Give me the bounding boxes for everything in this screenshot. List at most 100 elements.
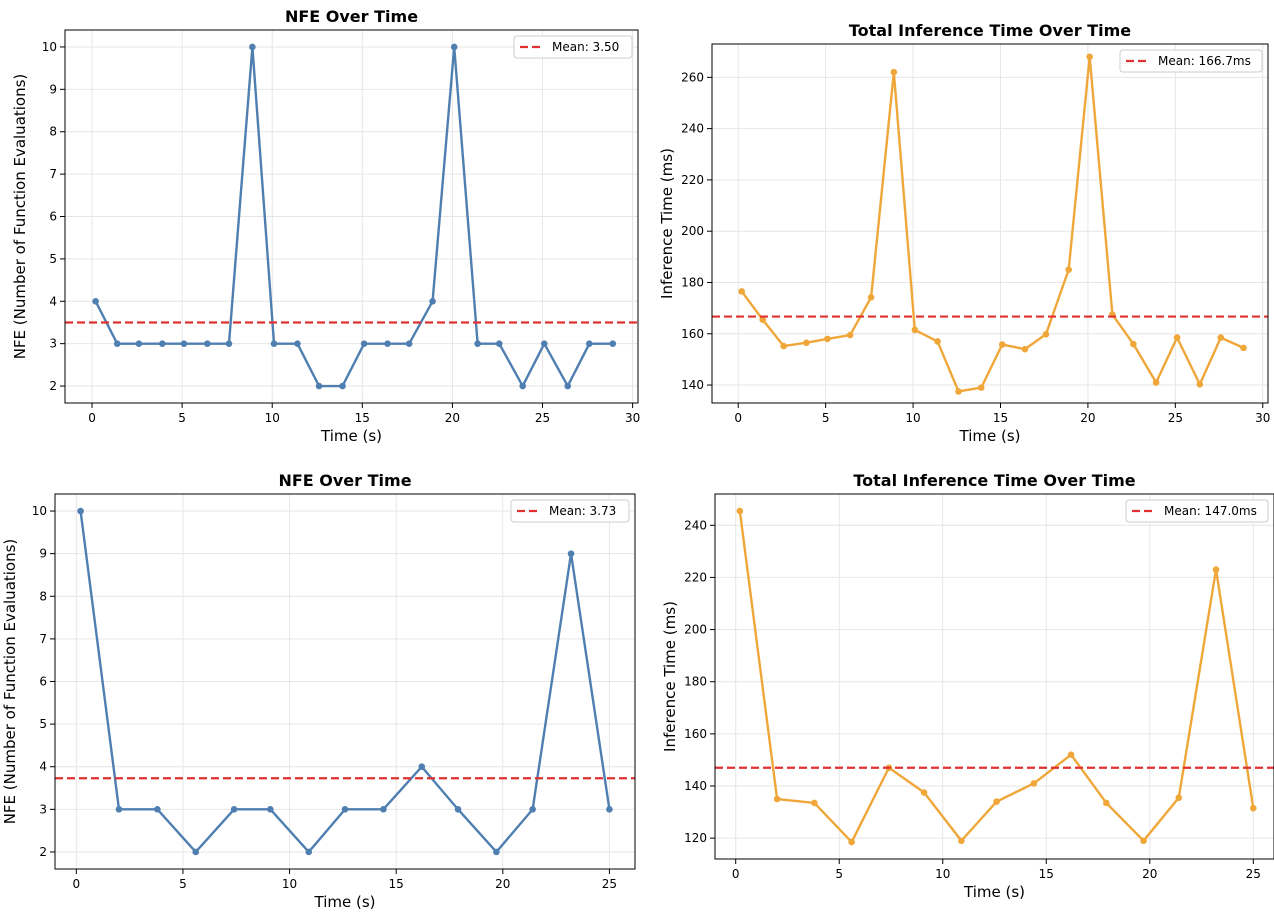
y-tick-label: 6 xyxy=(39,675,47,689)
data-point xyxy=(911,326,919,334)
data-point xyxy=(1196,380,1204,388)
series-line xyxy=(740,55,1245,393)
data-point xyxy=(1030,780,1038,787)
y-tick-label: 120 xyxy=(684,831,707,845)
y-tick-label: 9 xyxy=(39,547,47,561)
data-point xyxy=(606,806,613,813)
data-point xyxy=(418,763,426,771)
data-point xyxy=(204,340,211,347)
data-point xyxy=(519,382,526,390)
y-tick-label: 180 xyxy=(684,675,707,689)
data-point xyxy=(848,838,855,846)
x-tick-label: 10 xyxy=(265,411,280,425)
data-point xyxy=(267,806,274,813)
data-point xyxy=(495,340,503,347)
y-tick-label: 140 xyxy=(684,779,707,793)
y-tick-label: 10 xyxy=(42,40,57,54)
inference-chart-top: 0 5 10 15 20 25 30 140 160 180 200 220 240 260 Mean: 1… xyxy=(658,21,1270,445)
data-point xyxy=(92,297,99,305)
data-point xyxy=(803,339,810,347)
data-point xyxy=(1042,330,1050,338)
y-tick-label: 4 xyxy=(39,760,47,774)
chart-title: NFE Over Time xyxy=(278,471,411,490)
legend-label: Mean: 147.0ms xyxy=(1164,504,1257,518)
data-point xyxy=(159,340,166,347)
y-axis-label: Inference Time (ms) xyxy=(661,601,679,752)
data-point xyxy=(380,806,387,813)
data-point xyxy=(230,806,238,813)
y-tick-label: 5 xyxy=(49,252,57,266)
series-line xyxy=(738,510,1255,844)
data-point xyxy=(405,340,413,347)
data-point xyxy=(1240,344,1247,352)
data-point xyxy=(360,340,368,347)
legend-box xyxy=(1119,49,1263,73)
data-point xyxy=(1065,266,1072,273)
series-line xyxy=(94,45,613,388)
data-point xyxy=(154,806,161,813)
y-tick-label: 4 xyxy=(49,294,57,308)
y-tick-label: 220 xyxy=(684,570,707,584)
y-tick-label: 5 xyxy=(39,717,47,731)
x-tick-label: 0 xyxy=(88,411,96,425)
data-point xyxy=(890,68,898,76)
data-point xyxy=(993,798,1000,805)
y-tick-label: 8 xyxy=(49,125,57,139)
data-point xyxy=(998,341,1006,348)
y-tick-label: 3 xyxy=(49,337,57,351)
x-tick-label: 20 xyxy=(495,877,510,891)
x-tick-label: 25 xyxy=(1246,867,1261,881)
data-point xyxy=(315,382,323,390)
data-point xyxy=(1173,334,1181,341)
chart-title: NFE Over Time xyxy=(285,7,418,26)
y-tick-label: 7 xyxy=(39,632,47,646)
data-point xyxy=(1217,334,1225,341)
data-point xyxy=(135,340,143,347)
data-point xyxy=(341,806,349,813)
legend: Mean: 3.73 xyxy=(510,499,630,523)
legend-box xyxy=(1125,499,1269,523)
data-point xyxy=(977,384,985,391)
data-point xyxy=(1130,340,1137,348)
y-tick-label: 6 xyxy=(49,210,57,224)
data-point xyxy=(955,388,962,395)
x-tick-label: 30 xyxy=(625,411,640,425)
y-tick-label: 160 xyxy=(684,727,707,741)
x-tick-label: 30 xyxy=(1255,411,1270,425)
nfe-chart-top: 0 5 10 15 20 25 30 2 3 4 5 6 7 8 9 10 Mean: 3.50 NFE Over… xyxy=(11,7,640,445)
y-tick-label: 160 xyxy=(681,327,704,341)
x-tick-label: 25 xyxy=(535,411,550,425)
x-axis-label: Time (s) xyxy=(959,427,1021,445)
y-tick-label: 240 xyxy=(684,518,707,532)
data-point xyxy=(824,335,831,343)
data-point xyxy=(249,43,256,51)
data-point xyxy=(1021,345,1029,353)
data-point xyxy=(958,837,965,845)
x-axis-label: Time (s) xyxy=(963,883,1025,901)
legend-box xyxy=(510,499,630,523)
data-point xyxy=(586,340,593,347)
y-tick-label: 260 xyxy=(681,70,704,84)
data-point xyxy=(846,331,854,339)
y-tick-label: 7 xyxy=(49,167,57,181)
data-point xyxy=(920,789,928,796)
y-tick-label: 200 xyxy=(681,224,704,238)
y-tick-label: 180 xyxy=(681,275,704,289)
data-point xyxy=(867,294,875,301)
y-tick-label: 200 xyxy=(684,623,707,637)
plot-frame xyxy=(54,493,636,870)
legend-label: Mean: 3.73 xyxy=(549,504,616,518)
data-point xyxy=(77,507,84,515)
legend-label: Mean: 3.50 xyxy=(552,40,619,54)
legend: Mean: 3.50 xyxy=(513,35,633,59)
inference-chart-bottom: 0 5 10 15 20 25 120 140 160 180 200 220 240 Mean: 147… xyxy=(661,471,1274,901)
data-point xyxy=(493,848,500,856)
x-tick-label: 0 xyxy=(734,411,742,425)
data-point xyxy=(339,382,346,390)
data-point xyxy=(811,799,818,807)
x-tick-label: 25 xyxy=(1168,411,1183,425)
x-tick-label: 20 xyxy=(1142,867,1157,881)
data-point xyxy=(738,288,746,295)
data-point xyxy=(567,550,575,557)
